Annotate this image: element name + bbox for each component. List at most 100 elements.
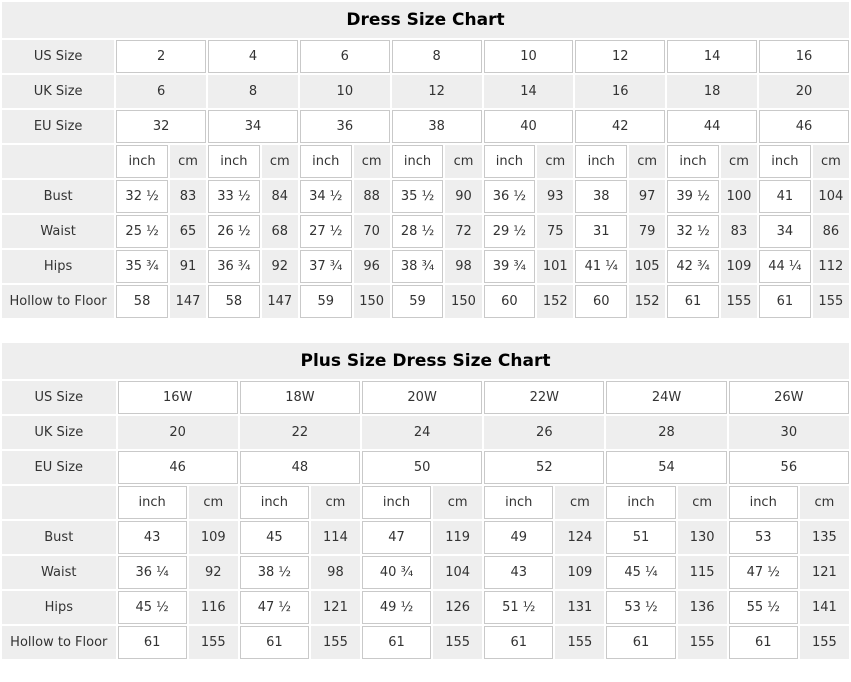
- unit-cell-inch: inch: [728, 486, 798, 519]
- size-cell: 50: [362, 451, 483, 484]
- unit-cell-inch: inch: [606, 486, 676, 519]
- measure-cell: 44 ¼: [759, 250, 811, 283]
- size-cell: 46: [759, 110, 849, 143]
- measure-cell: 115: [677, 556, 727, 589]
- measure-cell: 155: [799, 626, 849, 659]
- measure-cell: 83: [720, 215, 758, 248]
- measure-cell: 152: [537, 285, 574, 318]
- measure-cell: 155: [310, 626, 360, 659]
- measure-cell: 155: [812, 285, 849, 318]
- unit-cell-inch: inch: [239, 486, 309, 519]
- measure-cell: 105: [629, 250, 666, 283]
- measure-cell: 45 ½: [117, 591, 187, 624]
- measure-cell: 33 ½: [208, 180, 260, 213]
- measure-cell: 36 ¾: [208, 250, 260, 283]
- size-cell: 14: [667, 40, 758, 73]
- measure-cell: 70: [353, 215, 390, 248]
- measure-cell: 45 ¼: [606, 556, 676, 589]
- table-title: Plus Size Dress Size Chart: [2, 343, 849, 379]
- size-cell: 10: [299, 75, 390, 108]
- size-cell: 8: [208, 75, 298, 108]
- measure-cell: 32 ½: [667, 215, 719, 248]
- measure-cell: 49 ½: [362, 591, 432, 624]
- measure-cell: 84: [261, 180, 298, 213]
- size-cell: 44: [667, 110, 758, 143]
- unit-cell-cm: cm: [433, 486, 483, 519]
- measure-cell: 109: [555, 556, 605, 589]
- measure-cell: 155: [555, 626, 605, 659]
- row-label: UK Size: [2, 75, 115, 108]
- measure-cell: 101: [537, 250, 574, 283]
- measure-cell: 60: [575, 285, 628, 318]
- measure-cell: 59: [391, 285, 444, 318]
- size-cell: 4: [208, 40, 298, 73]
- unit-cell-cm: cm: [445, 145, 482, 178]
- measure-cell: 104: [812, 180, 849, 213]
- measure-cell: 147: [169, 285, 207, 318]
- measure-cell: 41: [759, 180, 811, 213]
- measure-cell: 83: [169, 180, 207, 213]
- unit-cell-cm: cm: [353, 145, 390, 178]
- measure-cell: 126: [433, 591, 483, 624]
- size-cell: 10: [483, 40, 574, 73]
- plus-size-dress-size-chart-table: Plus Size Dress Size Chart US Size 16W 18W 2…: [0, 341, 851, 661]
- measure-cell: 119: [433, 521, 483, 554]
- measure-cell: 155: [677, 626, 727, 659]
- size-cell: 52: [484, 451, 605, 484]
- measure-cell: 65: [169, 215, 207, 248]
- measure-cell: 124: [555, 521, 605, 554]
- measure-cell: 29 ½: [483, 215, 536, 248]
- measure-cell: 40 ¾: [362, 556, 432, 589]
- unit-cell-inch: inch: [667, 145, 719, 178]
- unit-cell-cm: cm: [629, 145, 666, 178]
- measure-cell: 47 ½: [728, 556, 798, 589]
- measure-cell: 60: [483, 285, 536, 318]
- measure-cell: 61: [484, 626, 554, 659]
- measure-cell: 47: [362, 521, 432, 554]
- measure-cell: 27 ½: [299, 215, 352, 248]
- row-label: EU Size: [2, 110, 115, 143]
- measure-cell: 136: [677, 591, 727, 624]
- measure-cell: 43: [484, 556, 554, 589]
- size-cell: 26W: [728, 381, 849, 414]
- size-cell: 20: [759, 75, 849, 108]
- unit-cell-cm: cm: [537, 145, 574, 178]
- measure-cell: 51: [606, 521, 676, 554]
- measure-cell: 68: [261, 215, 298, 248]
- measure-cell: 55 ½: [728, 591, 798, 624]
- row-label: Bust: [2, 180, 115, 213]
- measure-cell: 152: [629, 285, 666, 318]
- measure-cell: 41 ¼: [575, 250, 628, 283]
- measure-cell: 28 ½: [391, 215, 444, 248]
- measure-cell: 72: [445, 215, 482, 248]
- size-cell: 32: [116, 110, 207, 143]
- measure-cell: 98: [445, 250, 482, 283]
- row-label: Hollow to Floor: [2, 626, 116, 659]
- measure-cell: 155: [720, 285, 758, 318]
- measure-cell: 109: [188, 521, 238, 554]
- size-cell: 8: [391, 40, 482, 73]
- size-cell: 42: [575, 110, 666, 143]
- size-cell: 12: [575, 40, 666, 73]
- unit-cell-inch: inch: [299, 145, 352, 178]
- measure-cell: 96: [353, 250, 390, 283]
- size-cell: 22: [239, 416, 360, 449]
- row-label: EU Size: [2, 451, 116, 484]
- measure-cell: 75: [537, 215, 574, 248]
- size-cell: 46: [117, 451, 238, 484]
- measure-cell: 37 ¾: [299, 250, 352, 283]
- measure-cell: 36 ¼: [117, 556, 187, 589]
- unit-cell-cm: cm: [720, 145, 758, 178]
- measure-cell: 121: [799, 556, 849, 589]
- unit-cell-inch: inch: [208, 145, 260, 178]
- measure-cell: 114: [310, 521, 360, 554]
- measure-cell: 100: [720, 180, 758, 213]
- measure-cell: 39 ½: [667, 180, 719, 213]
- measure-cell: 38 ¾: [391, 250, 444, 283]
- size-cell: 20: [117, 416, 238, 449]
- measure-cell: 79: [629, 215, 666, 248]
- measure-cell: 42 ¾: [667, 250, 719, 283]
- measure-cell: 32 ½: [116, 180, 168, 213]
- size-cell: 6: [116, 75, 207, 108]
- measure-cell: 155: [188, 626, 238, 659]
